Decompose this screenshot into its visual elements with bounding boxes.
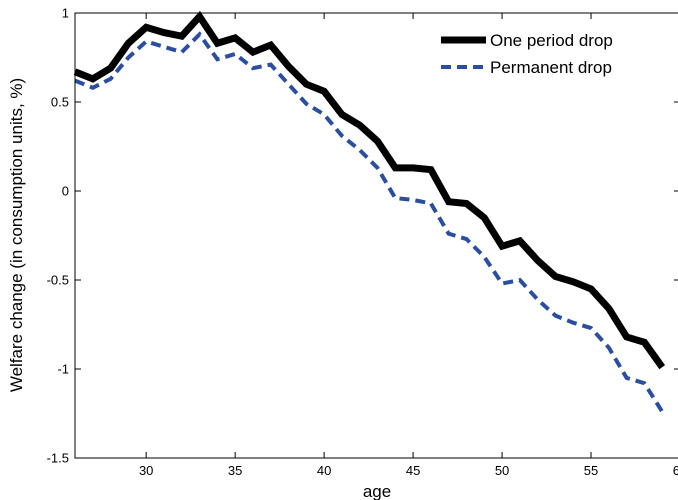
series-layer [73,10,666,413]
legend-label-1: One period drop [490,31,613,50]
y-tick-label: -1.5 [47,451,69,466]
x-tick-label: 50 [495,463,509,478]
legend-label-2: Permanent drop [490,58,612,77]
plot-frame [74,12,678,459]
x-tick-label: 35 [228,463,242,478]
y-tick-label: 1 [62,6,69,21]
x-tick-label: 40 [317,463,331,478]
tick-layer: 30 35 40 45 50 55 60 -1.5 -1 -0.5 0 0.5 1 [47,6,678,478]
x-tick-label: 55 [584,463,598,478]
legend: One period drop Permanent drop [441,31,613,77]
y-tick-label: -1 [57,362,69,377]
plot-area [75,13,678,458]
x-tick-label: 60 [673,463,678,478]
x-axis-label: age [363,482,391,500]
y-tick-label: 0 [62,184,69,199]
x-tick-label: 30 [139,463,153,478]
y-tick-label: 0.5 [51,95,69,110]
series-line-2 [74,31,664,413]
x-tick-label: 45 [406,463,420,478]
series-line-1 [73,10,666,370]
y-tick-label: -0.5 [47,273,69,288]
y-axis-label: Welfare change (in consumption units, %) [7,78,26,392]
